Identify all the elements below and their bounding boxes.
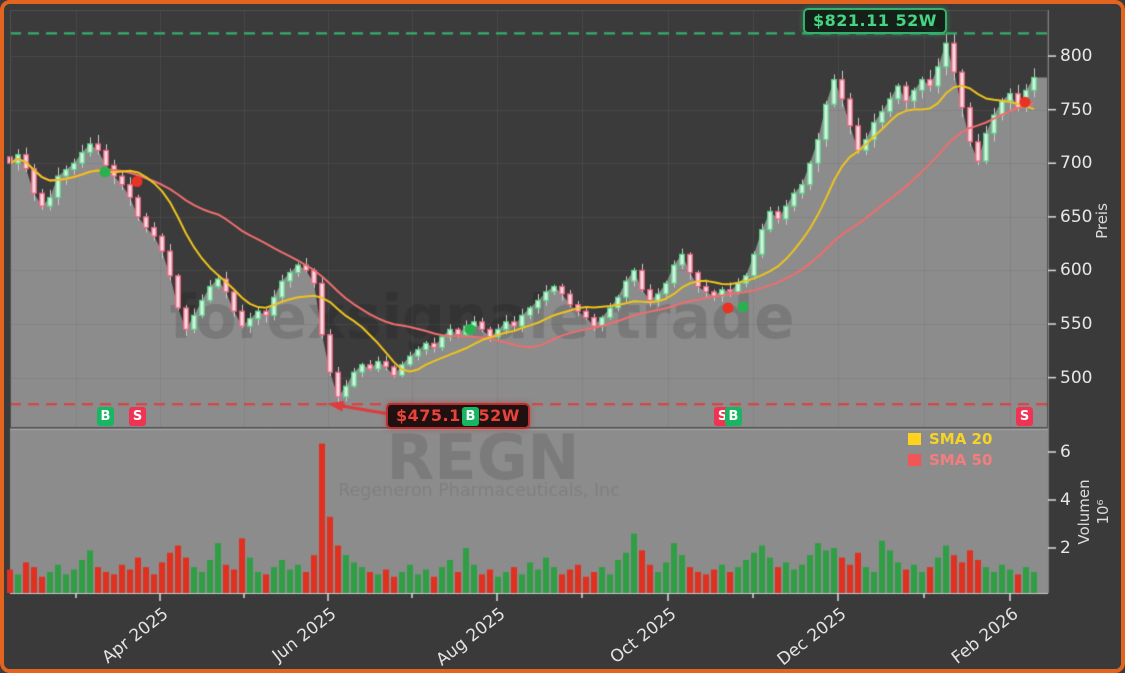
price-volume-chart [4, 4, 1121, 669]
chart-stage: $821.11 52W $475.17 52W SMA 20 SMA 50 500… [4, 4, 1121, 669]
chart-window: $821.11 52W $475.17 52W SMA 20 SMA 50 500… [0, 0, 1125, 673]
